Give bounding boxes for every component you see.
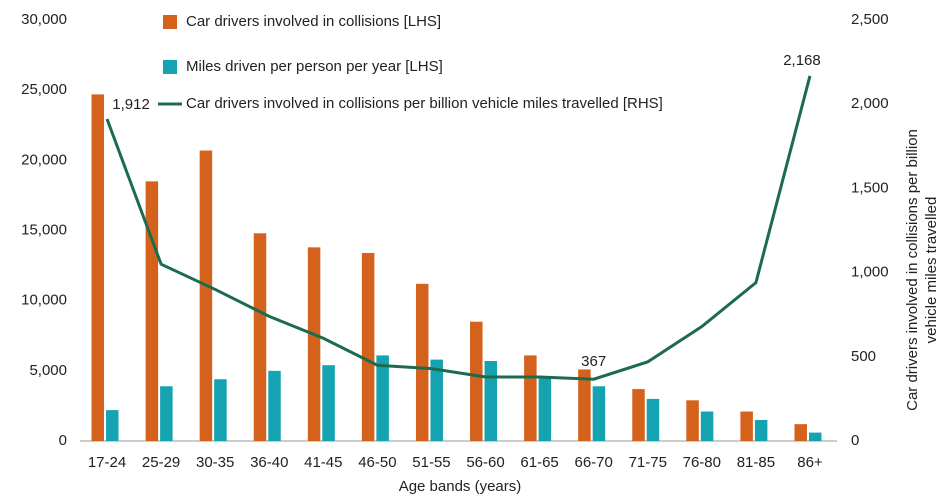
x-tick-label: 76-80 — [683, 454, 721, 471]
bar — [268, 370, 281, 441]
x-tick-label: 81-85 — [737, 454, 775, 471]
y2-tick-label: 2,500 — [851, 11, 889, 28]
legend-label: Miles driven per person per year [LHS] — [186, 58, 443, 75]
y-tick-label: 20,000 — [21, 151, 67, 168]
y-tick-label: 5,000 — [29, 362, 67, 379]
bar — [524, 355, 537, 441]
x-tick-label: 56-60 — [466, 454, 504, 471]
legend-swatch — [163, 60, 177, 74]
y-tick-label: 0 — [59, 432, 67, 449]
bar — [484, 361, 498, 441]
x-tick-label: 30-35 — [196, 454, 234, 471]
legend-label: Car drivers involved in collisions [LHS] — [186, 13, 441, 30]
y2-tick-label: 1,000 — [851, 264, 889, 281]
y2-tick-label: 1,500 — [851, 179, 889, 196]
x-tick-label: 46-50 — [358, 454, 396, 471]
y2-tick-label: 500 — [851, 348, 876, 365]
bar — [754, 419, 768, 441]
x-tick-label: 41-45 — [304, 454, 342, 471]
x-tick-label: 71-75 — [629, 454, 667, 471]
bar — [632, 389, 645, 441]
x-tick-label: 25-29 — [142, 454, 180, 471]
y2-axis-label: Car drivers involved in collisions per b… — [904, 129, 921, 411]
y2-axis-label: vehicle miles travelled — [923, 197, 940, 344]
bar — [808, 432, 822, 441]
y-tick-label: 30,000 — [21, 11, 67, 28]
bar — [700, 411, 714, 441]
data-label: 1,912 — [112, 96, 150, 113]
bar — [253, 233, 267, 441]
bar — [686, 400, 699, 441]
bar — [199, 150, 213, 441]
bar — [91, 94, 105, 442]
x-axis-label: Age bands (years) — [399, 478, 522, 495]
x-tick-label: 61-65 — [520, 454, 558, 471]
bar — [160, 386, 173, 441]
bar — [740, 411, 753, 441]
data-label: 367 — [581, 353, 606, 370]
y-tick-label: 10,000 — [21, 292, 67, 309]
legend-swatch — [163, 15, 177, 29]
bar — [646, 398, 660, 441]
bar — [470, 321, 483, 441]
x-tick-label: 36-40 — [250, 454, 288, 471]
bar — [376, 355, 389, 441]
legend-label: Car drivers involved in collisions per b… — [186, 95, 663, 112]
bar — [361, 252, 375, 441]
bar — [592, 386, 606, 441]
bar — [415, 283, 429, 441]
x-tick-label: 86+ — [797, 454, 823, 471]
x-tick-label: 66-70 — [574, 454, 612, 471]
data-label: 2,168 — [783, 52, 821, 69]
y-tick-label: 25,000 — [21, 81, 67, 98]
bar — [145, 181, 159, 441]
bar — [430, 359, 443, 441]
y2-tick-label: 2,000 — [851, 95, 889, 112]
bar — [322, 365, 335, 441]
y2-tick-label: 0 — [851, 432, 859, 449]
x-tick-label: 17-24 — [88, 454, 126, 471]
line-series — [105, 75, 812, 381]
bar — [214, 379, 227, 441]
bar — [106, 410, 119, 441]
y-tick-label: 15,000 — [21, 221, 67, 238]
bar — [794, 424, 807, 441]
bar — [578, 369, 591, 441]
x-tick-label: 51-55 — [412, 454, 450, 471]
bar — [538, 377, 552, 441]
bar — [307, 247, 321, 441]
